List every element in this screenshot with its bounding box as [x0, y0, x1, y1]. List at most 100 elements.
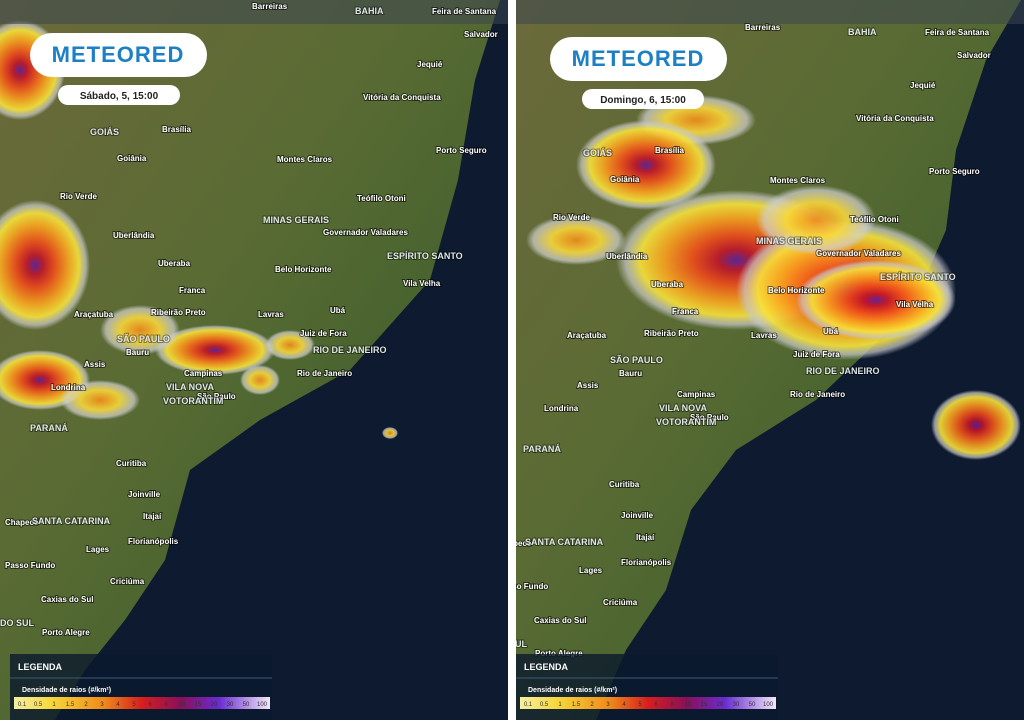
city-label: Belo Horizonte	[768, 286, 825, 295]
map-panel: Barreiras BAHIA Feira de Santana Salvador Je…	[498, 0, 1024, 720]
date-label: Domingo, 6, 15:00	[600, 95, 686, 106]
city-label: Curitiba	[116, 459, 147, 468]
state-label: VOTORANTIM	[656, 417, 716, 427]
logo: METEORED	[572, 46, 705, 71]
legend-scale-label: 8	[670, 702, 674, 708]
lightning-area	[796, 260, 956, 340]
city-label: Curitiba	[609, 480, 640, 489]
city-label: Florianópolis	[128, 537, 179, 546]
city-label: Bauru	[126, 348, 149, 357]
legend-scale-label: 0.5	[540, 702, 549, 708]
legend-scale-label: 20	[717, 702, 724, 708]
legend-scale-label: 30	[733, 702, 740, 708]
city-label: Araçatuba	[567, 331, 607, 340]
legend-scale-label: 6	[148, 702, 152, 708]
city-label: Rio Verde	[553, 213, 590, 222]
lightning-area	[931, 390, 1021, 460]
city-label: Jequié	[417, 60, 443, 69]
city-label: Uberaba	[651, 280, 684, 289]
city-label: Montes Claros	[277, 155, 333, 164]
ocean	[55, 0, 508, 720]
legend-subtitle: Densidade de raios (#/km²)	[22, 687, 111, 694]
city-label: Uberaba	[158, 259, 191, 268]
city-label: Brasília	[655, 146, 684, 155]
lightning-area	[382, 427, 398, 439]
city-label: Ubá	[330, 306, 346, 315]
lightning-area	[0, 200, 90, 330]
legend-scale-label: 3	[606, 702, 610, 708]
city-label: Salvador	[464, 30, 498, 39]
state-label: PARANÁ	[523, 444, 561, 454]
city-label: Caxias do Sul	[534, 616, 586, 625]
city-label: Franca	[179, 286, 206, 295]
legend-scale-label: 0.1	[18, 702, 27, 708]
city-label: Teófilo Otoni	[850, 215, 899, 224]
lightning-area	[155, 325, 275, 375]
city-label: Ribeirão Preto	[644, 329, 699, 338]
city-label: Criciúma	[110, 577, 145, 586]
city-label: Campinas	[184, 369, 223, 378]
city-label: Chapecó	[5, 518, 39, 527]
city-label: Feira de Santana	[925, 28, 990, 37]
city-label: Vila Velha	[896, 300, 934, 309]
state-label: BAHIA	[848, 27, 877, 37]
map-panel: Barreiras BAHIA Feira de Santana Salvador Je…	[0, 0, 508, 720]
city-label: Araçatuba	[74, 310, 114, 319]
state-label: DO SUL	[0, 618, 35, 628]
city-label: Feira de Santana	[432, 7, 497, 16]
lightning-area	[60, 380, 140, 420]
city-label: Governador Valadares	[323, 228, 408, 237]
date-label: Sábado, 5, 15:00	[80, 91, 159, 102]
logo: METEORED	[52, 42, 185, 67]
city-label: Londrina	[51, 383, 86, 392]
city-label: Ribeirão Preto	[151, 308, 206, 317]
lightning-area	[240, 365, 280, 395]
city-label: Vila Velha	[403, 279, 441, 288]
city-label: Belo Horizonte	[275, 265, 332, 274]
legend-title: LEGENDA	[18, 662, 63, 672]
city-label: Lages	[86, 545, 110, 554]
legend-scale-label: 15	[195, 702, 202, 708]
city-label: Assis	[577, 381, 599, 390]
city-label: Bauru	[619, 369, 642, 378]
city-label: Porto Alegre	[42, 628, 90, 637]
state-label: RIO DE JANEIRO	[806, 366, 880, 376]
legend-scale-label: 6	[654, 702, 658, 708]
state-label: GOIÁS	[90, 127, 119, 137]
legend-scale-label: 0.5	[34, 702, 43, 708]
city-label: Lavras	[751, 331, 777, 340]
state-label: BAHIA	[355, 6, 384, 16]
state-label: VILA NOVA	[659, 403, 708, 413]
state-label: VILA NOVA	[166, 382, 215, 392]
state-label: PARANÁ	[30, 423, 68, 433]
legend-scale-label: 50	[749, 702, 756, 708]
city-label: Uberlândia	[606, 252, 648, 261]
city-label: Campinas	[677, 390, 716, 399]
city-label: São Paulo	[197, 392, 236, 401]
legend-scale-label: 10	[685, 702, 692, 708]
city-label: Vitória da Conquista	[363, 93, 441, 102]
lightning-area	[100, 305, 180, 355]
legend-title: LEGENDA	[524, 662, 569, 672]
city-label: Porto Alegre	[535, 649, 583, 658]
logo-badge	[550, 37, 727, 81]
city-label: Joinville	[621, 511, 654, 520]
city-label: Uberlândia	[113, 231, 155, 240]
legend-scale-label: 30	[227, 702, 234, 708]
city-label: Jequié	[910, 81, 936, 90]
city-label: Goiânia	[117, 154, 147, 163]
state-label: SANTA CATARINA	[32, 516, 111, 526]
lightning-area	[265, 330, 315, 360]
city-label: Passo Fundo	[498, 582, 548, 591]
city-label: Juiz de Fora	[793, 350, 840, 359]
legend-scale-label: 1	[558, 702, 562, 708]
legend-scale-label: 15	[701, 702, 708, 708]
legend-subtitle: Densidade de raios (#/km²)	[528, 687, 617, 694]
city-label: Rio Verde	[60, 192, 97, 201]
state-label: GOIÁS	[583, 148, 612, 158]
legend-scale-label: 5	[132, 702, 136, 708]
city-label: Rio de Janeiro	[790, 390, 845, 399]
city-label: Juiz de Fora	[300, 329, 347, 338]
city-label: Criciúma	[603, 598, 638, 607]
